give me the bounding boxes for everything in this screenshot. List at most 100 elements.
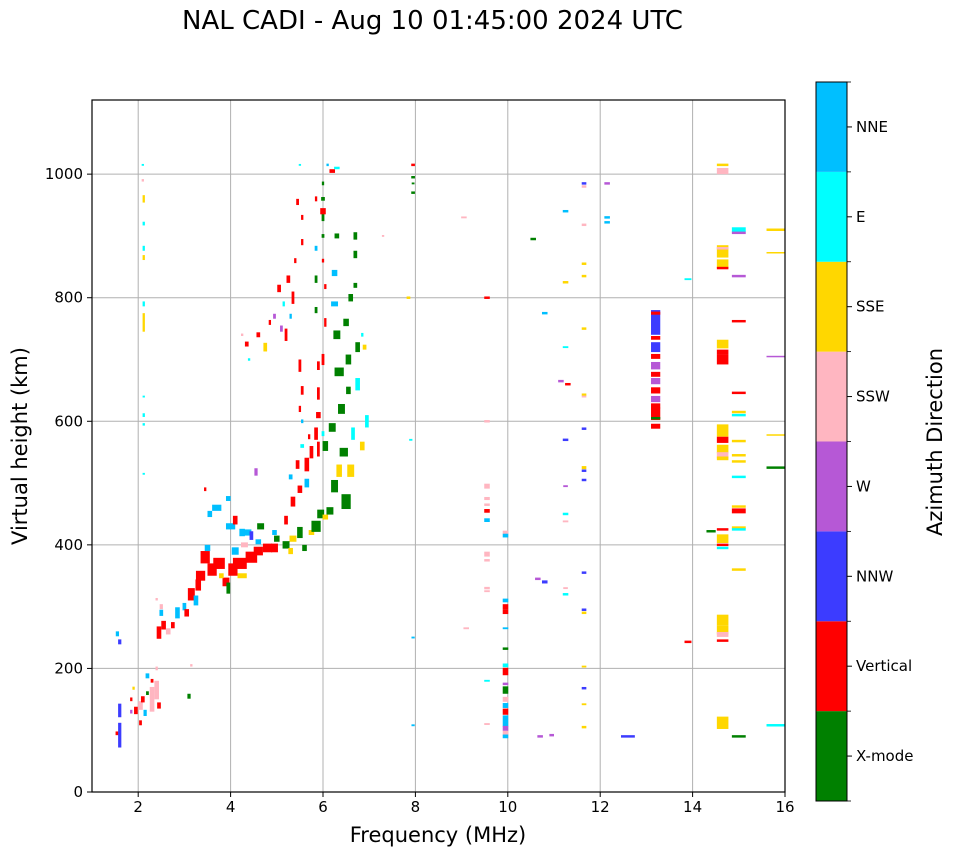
echo-point-e (355, 378, 360, 391)
echo-point-sse (347, 464, 355, 477)
echo-point-x-mode (282, 541, 290, 549)
echo-point-ssw (484, 590, 490, 593)
echo-point-sse (581, 274, 587, 278)
echo-point-vertical (256, 332, 261, 338)
echo-point-sse (716, 259, 729, 269)
echo-point-vertical (651, 336, 661, 340)
echo-point-vertical (150, 678, 154, 683)
echo-point-e (562, 593, 569, 596)
echo-point-sse (766, 228, 785, 231)
y-tick-label: 600 (54, 412, 83, 430)
echo-point-x-mode (341, 494, 351, 510)
echo-point-e (142, 472, 145, 475)
echo-point-vertical (277, 284, 281, 293)
echo-point-sse (362, 344, 367, 350)
echo-point-w (535, 577, 541, 581)
echo-point-e (716, 546, 729, 550)
echo-point-sse (359, 441, 365, 451)
echo-point-ssw (155, 597, 158, 601)
echo-point-vertical (187, 588, 195, 601)
echo-point-sse (766, 251, 785, 254)
echo-point-sse (716, 534, 729, 544)
echo-point-vertical (502, 604, 509, 610)
echo-point-e (766, 724, 785, 727)
y-axis-ticks: 0 200 400 600 800 1000 (45, 165, 92, 801)
echo-point-x-mode (321, 234, 325, 238)
echo-point-e (141, 163, 144, 166)
echo-point-w (766, 355, 785, 358)
echo-point-sse (716, 625, 729, 635)
echo-point-nne (242, 529, 252, 536)
echo-point-vertical (244, 341, 249, 347)
echo-point-vertical (307, 434, 311, 440)
echo-point-nne (562, 209, 569, 213)
echo-point-ssw (716, 167, 729, 175)
echo-point-vertical (502, 708, 509, 715)
echo-point-sse (336, 464, 342, 477)
echo-point-vertical (316, 361, 320, 371)
echo-point-vertical (731, 508, 746, 514)
echo-point-vertical (716, 349, 729, 355)
echo-point-vertical (262, 543, 273, 553)
echo-point-e (142, 221, 145, 226)
echo-point-sse (581, 725, 587, 729)
echo-point-w (651, 378, 661, 385)
echo-point-w (558, 379, 564, 383)
colorbar: X-mode Vertical NNW W SSW SSE E NNE (815, 81, 913, 802)
echo-point-vertical (565, 382, 571, 386)
colorbar-segment-x-mode (816, 711, 847, 801)
echo-point-ssw (484, 559, 490, 562)
echo-point-x-mode (346, 386, 351, 395)
echo-point-e (731, 413, 746, 417)
echo-point-nne (207, 510, 213, 518)
echo-point-e (365, 415, 369, 428)
echo-point-vertical (329, 169, 336, 173)
echo-point-ssw (159, 604, 163, 610)
echo-point-nne (182, 602, 187, 611)
echo-point-vertical (134, 706, 138, 715)
echo-point-e (142, 413, 145, 417)
echo-point-vertical (140, 696, 145, 703)
echo-point-e (247, 358, 251, 361)
echo-point-w (651, 361, 661, 370)
x-axis-label: Frequency (MHz) (350, 823, 526, 847)
echo-point-vertical (651, 407, 661, 421)
echo-point-nnw (581, 686, 587, 690)
echo-point-vertical (324, 318, 327, 327)
echo-point-vertical (716, 436, 729, 443)
colorbar-segment-e (816, 171, 847, 262)
echo-point-nnw (118, 639, 122, 645)
echo-point-vertical (284, 328, 288, 341)
echo-point-w (563, 485, 568, 488)
echo-point-ssw (502, 696, 509, 702)
echo-point-ssw (562, 520, 569, 523)
echo-point-sse (716, 245, 729, 258)
echo-point-nnw (651, 310, 661, 335)
echo-point-vertical (171, 622, 175, 629)
echo-point-vertical (301, 239, 304, 246)
plot-frame (91, 99, 786, 793)
echo-point-ssw (190, 664, 193, 667)
echo-point-vertical (314, 196, 318, 202)
echo-point-w (502, 682, 509, 686)
echo-point-sse (716, 163, 729, 167)
echo-point-e (298, 163, 302, 166)
echo-point-vertical (232, 515, 238, 525)
colorbar-label-nnw: NNW (856, 567, 893, 585)
x-axis-ticks: 2 4 6 8 10 12 14 16 (133, 792, 795, 816)
chart-title: NAL CADI - Aug 10 01:45:00 2024 UTC (182, 6, 683, 36)
colorbar-segment-vertical (816, 621, 847, 712)
x-tick-label: 4 (226, 798, 236, 816)
colorbar-label-ssw: SSW (856, 388, 890, 406)
echo-point-nne (604, 221, 610, 224)
echo-point-nne (304, 478, 310, 488)
echo-point-x-mode (334, 233, 340, 239)
echo-point-vertical (213, 557, 225, 569)
echo-point-sse (406, 296, 411, 299)
echo-point-x-mode (257, 523, 265, 530)
echo-point-vertical (320, 208, 326, 215)
echo-point-ssw (484, 496, 490, 501)
echo-point-e (334, 166, 340, 170)
echo-point-x-mode (502, 647, 509, 650)
colorbar-segment-ssw (816, 351, 847, 442)
